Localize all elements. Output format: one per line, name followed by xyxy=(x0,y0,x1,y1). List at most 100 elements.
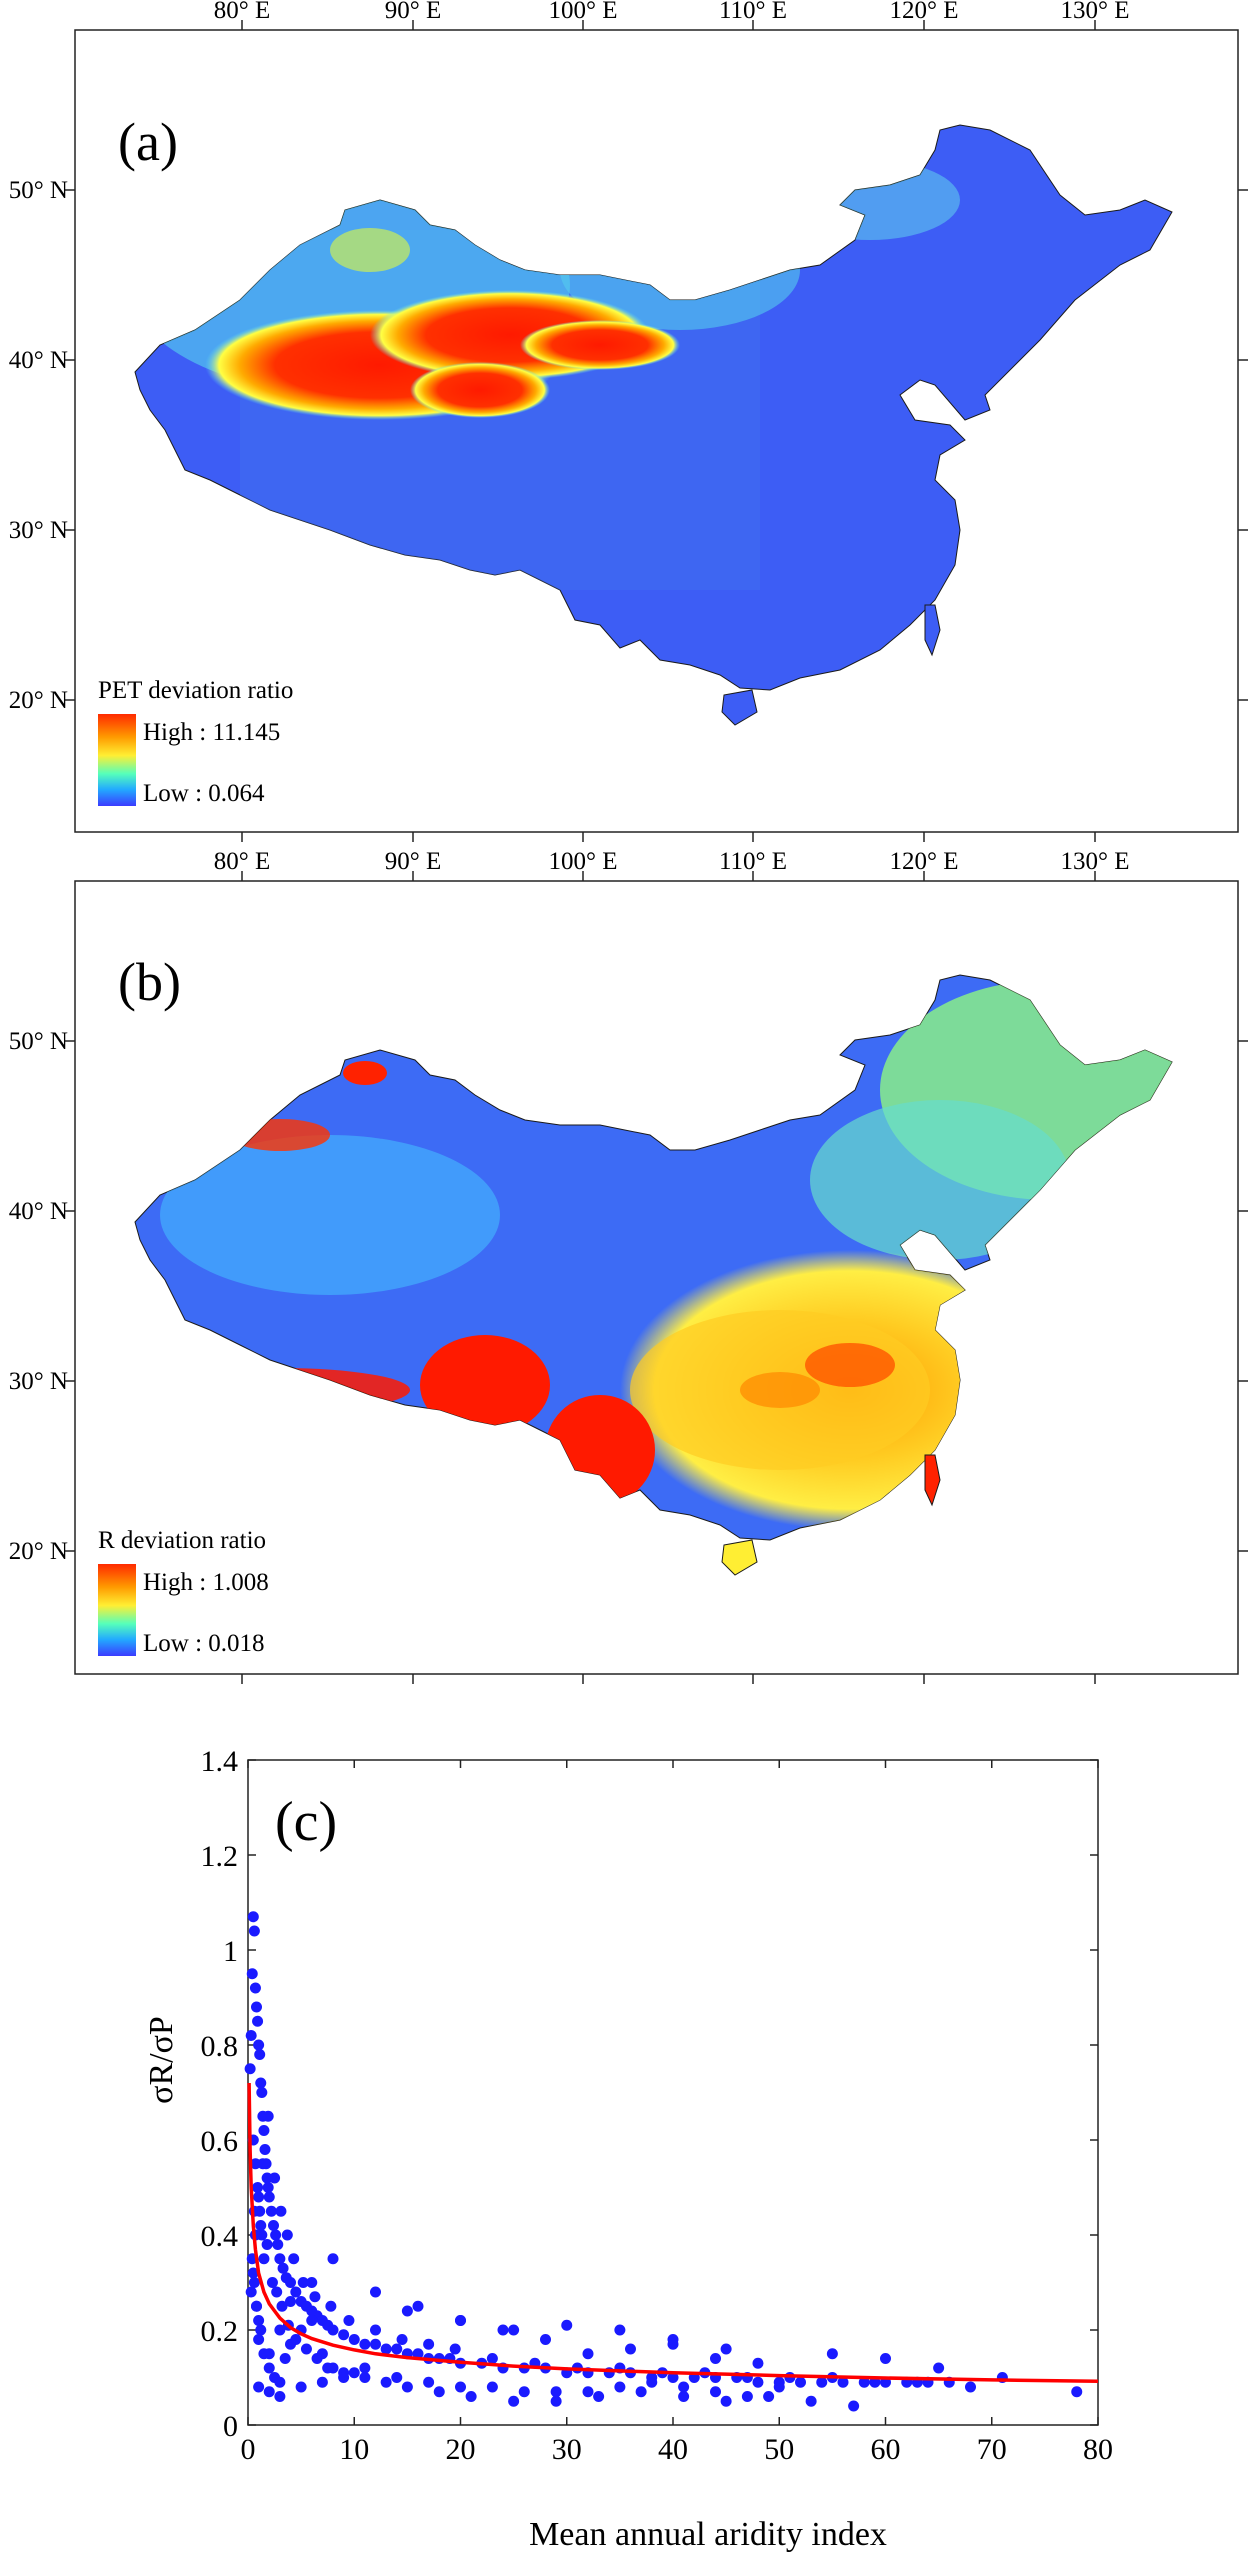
panel-a-label: (a) xyxy=(118,112,178,172)
scatter-point xyxy=(933,2362,945,2374)
scatter-point xyxy=(614,2324,626,2336)
scatter-point xyxy=(710,2353,721,2364)
scatter-point xyxy=(550,2386,562,2398)
hainan-a xyxy=(721,689,758,726)
lon-tick-label: 130° E xyxy=(1060,848,1129,875)
panel-b-lat-ticks: 50° N 40° N 30° N 20° N xyxy=(9,1028,1248,1565)
scatter-point xyxy=(816,2376,828,2388)
x-tick-label: 40 xyxy=(658,2433,688,2466)
scatter-point xyxy=(306,2315,318,2326)
legend-b-title: R deviation ratio xyxy=(98,1527,266,1554)
panel-c-scatter: 0 10 20 30 40 50 60 70 80 0 0.2 0.4 0.6 0.8 1 1.2 1.4 (c… xyxy=(143,1745,1113,2553)
x-tick-label: 60 xyxy=(871,2433,901,2466)
r-region-west xyxy=(160,1135,500,1295)
y-tick-label: 0 xyxy=(223,2410,238,2443)
scatter-point xyxy=(391,2343,403,2355)
scatter-point xyxy=(805,2395,817,2407)
scatter-point xyxy=(625,2343,636,2355)
scatter-point xyxy=(1071,2386,1083,2398)
pet-spot-dzungaria xyxy=(330,228,410,272)
scatter-point xyxy=(274,2391,286,2402)
scatter-point xyxy=(720,2395,732,2407)
lon-tick-label: 90° E xyxy=(385,848,442,875)
scatter-point xyxy=(249,1982,261,1994)
scatter-point xyxy=(247,2267,259,2279)
lon-tick-label: 120° E xyxy=(889,0,958,24)
y-tick-label: 0.8 xyxy=(201,2030,239,2063)
scatter-point xyxy=(826,2348,838,2360)
lat-tick-label: 30° N xyxy=(9,517,68,544)
scatter-point xyxy=(848,2400,860,2412)
scatter-point xyxy=(279,2353,291,2364)
scatter-point xyxy=(300,2343,312,2355)
scatter-axes: 0 10 20 30 40 50 60 70 80 0 0.2 0.4 0.6 0.8 1 1.2 1.4 xyxy=(201,1745,1114,2466)
scatter-point xyxy=(678,2391,690,2402)
scatter-point xyxy=(401,2305,413,2317)
y-tick-label: 1.2 xyxy=(201,1840,239,1873)
r-region-north xyxy=(810,1100,1070,1260)
scatter-point xyxy=(795,2376,806,2388)
x-tick-label: 0 xyxy=(241,2433,256,2466)
scatter-point xyxy=(265,2205,277,2217)
scatter-point xyxy=(433,2386,445,2398)
scatter-point xyxy=(327,2253,339,2265)
scatter-point xyxy=(263,2191,275,2203)
r-hotspot-hunan xyxy=(805,1343,895,1387)
scatter-point xyxy=(667,2372,679,2383)
lon-tick-label: 130° E xyxy=(1060,0,1129,24)
lat-tick-label: 30° N xyxy=(9,1368,68,1395)
scatter-point xyxy=(263,2386,275,2398)
scatter-point xyxy=(248,2277,260,2288)
scatter-point xyxy=(285,2296,296,2307)
scatter-point xyxy=(244,2063,256,2075)
x-tick-label: 30 xyxy=(552,2433,582,2466)
x-tick-label: 10 xyxy=(339,2433,369,2466)
legend-a-high: High : 11.145 xyxy=(143,719,280,746)
scatter-point xyxy=(290,2334,302,2345)
y-axis-label: σR/σP xyxy=(143,2016,180,2104)
scatter-point xyxy=(274,2376,286,2388)
y-tick-label: 1.4 xyxy=(201,1745,239,1778)
scatter-point xyxy=(259,2144,271,2155)
scatter-point xyxy=(277,2262,289,2274)
scatter-point xyxy=(288,2253,300,2265)
lat-tick-label: 40° N xyxy=(9,1198,68,1225)
lon-tick-label: 90° E xyxy=(385,0,442,24)
scatter-point xyxy=(752,2376,764,2388)
scatter-point xyxy=(370,2286,381,2298)
scatter-point xyxy=(646,2376,658,2388)
scatter-point xyxy=(274,2324,286,2336)
legend-b: R deviation ratio High : 1.008 Low : 0.0… xyxy=(98,1527,269,1657)
scatter-point xyxy=(880,2353,891,2364)
scatter-point xyxy=(338,2372,350,2383)
scatter-point xyxy=(710,2386,721,2398)
scatter-point xyxy=(255,2220,267,2231)
scatter-point xyxy=(306,2277,318,2288)
scatter-point xyxy=(391,2372,403,2383)
scatter-point xyxy=(667,2334,679,2345)
scatter-point xyxy=(252,2015,264,2027)
lon-tick-label: 100° E xyxy=(548,848,617,875)
x-tick-label: 80 xyxy=(1083,2433,1113,2466)
scatter-point xyxy=(281,2229,293,2241)
scatter-point xyxy=(255,2077,267,2089)
scatter-point xyxy=(297,2277,309,2288)
scatter-point xyxy=(380,2343,392,2355)
scatter-point xyxy=(271,2286,283,2298)
scatter-point xyxy=(858,2376,870,2388)
fit-curve xyxy=(247,2082,1099,2384)
scatter-point xyxy=(508,2324,520,2336)
scatter-point xyxy=(248,1925,260,1937)
lat-tick-label: 50° N xyxy=(9,1028,68,1055)
scatter-frame xyxy=(247,1759,1099,2426)
scatter-point xyxy=(325,2300,337,2312)
scatter-point xyxy=(262,2182,274,2193)
x-tick-label: 70 xyxy=(977,2433,1007,2466)
scatter-point xyxy=(582,2386,594,2398)
scatter-point xyxy=(518,2386,530,2398)
r-hotspot-altai xyxy=(343,1061,387,1085)
scatter-point xyxy=(251,2300,262,2312)
scatter-point xyxy=(343,2315,355,2326)
scatter-point xyxy=(309,2291,321,2303)
